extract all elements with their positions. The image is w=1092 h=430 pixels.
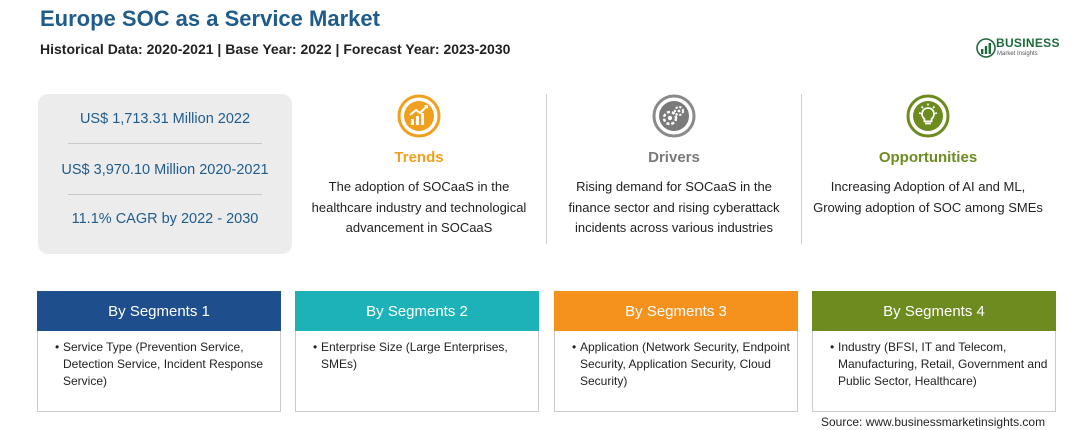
trend-chart-icon	[397, 94, 441, 138]
market-stats-panel: US$ 1,713.31 Million 2022 US$ 3,970.10 M…	[38, 94, 292, 254]
stat-divider	[68, 194, 262, 195]
logo-globe-icon	[976, 38, 996, 58]
trends-text: The adoption of SOCaaS in the healthcare…	[311, 179, 527, 235]
segment-list: Enterprise Size (Large Enterprises, SMEs…	[313, 339, 532, 373]
segment-list: Industry (BFSI, IT and Telecom, Manufact…	[830, 339, 1049, 390]
stat-market-size-2022: US$ 1,713.31 Million 2022	[79, 111, 251, 127]
opportunities-title: Opportunities	[878, 149, 978, 166]
segment-header: By Segments 1	[37, 291, 281, 331]
opportunities-column: Opportunities Increasing Adoption of AI …	[808, 94, 1048, 244]
lightbulb-icon	[906, 94, 950, 138]
source-credit: Source: www.businessmarketinsights.com	[821, 415, 1046, 429]
logo-name: BUSINESS	[996, 36, 1060, 50]
segment-list: Service Type (Prevention Service, Detect…	[55, 339, 274, 390]
column-divider	[546, 94, 547, 244]
segment-item: Enterprise Size (Large Enterprises, SMEs…	[313, 339, 532, 373]
segment-item: Service Type (Prevention Service, Detect…	[55, 339, 274, 390]
segment-header: By Segments 2	[295, 291, 539, 331]
logo-tagline: Market Insights	[997, 51, 1038, 57]
brand-logo: BUSINESS Market Insights	[976, 36, 1066, 62]
segment-item: Industry (BFSI, IT and Telecom, Manufact…	[830, 339, 1049, 390]
segment-list: Application (Network Security, Endpoint …	[572, 339, 791, 390]
column-divider	[801, 94, 802, 244]
segment-card-2: By Segments 2 Enterprise Size (Large Ent…	[295, 291, 539, 412]
segment-card-4: By Segments 4 Industry (BFSI, IT and Tel…	[812, 291, 1056, 412]
stat-market-size-historical: US$ 3,970.10 Million 2020-2021	[61, 162, 269, 178]
segment-item: Application (Network Security, Endpoint …	[572, 339, 791, 390]
page-subtitle: Historical Data: 2020-2021 | Base Year: …	[40, 41, 511, 57]
opportunities-text: Increasing Adoption of AI and ML, Growin…	[813, 179, 1043, 215]
drivers-title: Drivers	[648, 149, 700, 166]
trends-column: Trends The adoption of SOCaaS in the hea…	[299, 94, 539, 244]
trends-title: Trends	[394, 149, 444, 166]
stat-divider	[68, 143, 262, 144]
segment-card-3: By Segments 3 Application (Network Secur…	[554, 291, 798, 412]
drivers-column: Drivers Rising demand for SOCaaS in the …	[554, 94, 794, 244]
gears-icon	[652, 94, 696, 138]
page-title: Europe SOC as a Service Market	[40, 6, 380, 31]
segment-card-1: By Segments 1 Service Type (Prevention S…	[37, 291, 281, 412]
segment-header: By Segments 4	[812, 291, 1056, 331]
stat-cagr: 11.1% CAGR by 2022 - 2030	[71, 211, 259, 227]
segment-header: By Segments 3	[554, 291, 798, 331]
drivers-text: Rising demand for SOCaaS in the finance …	[568, 179, 780, 235]
